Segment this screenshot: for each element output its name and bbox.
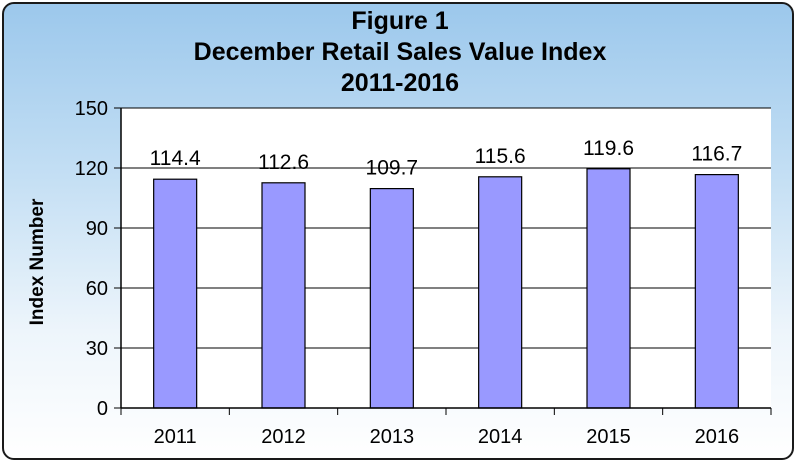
x-tick-label-2014: 2014 [478,426,523,448]
bar-2015 [586,168,631,409]
y-tick-label: 120 [75,158,108,180]
data-label-2015: 119.6 [583,137,634,160]
y-tick-label: 90 [86,218,108,240]
x-tick-label-2012: 2012 [261,426,306,448]
bar-2014 [478,176,523,409]
y-tick-label: 0 [97,398,108,420]
data-label-2016: 116.7 [691,143,742,166]
bars [153,168,739,409]
chart-subtitle: December Retail Sales Value Index [193,38,607,66]
y-tick-label: 150 [75,98,108,120]
y-tick-label: 30 [86,338,108,360]
axes [114,107,772,415]
data-label-2014: 115.6 [475,145,526,168]
chart-subtitle-years: 2011-2016 [340,69,460,97]
bar-2016 [694,174,739,409]
plot-area [121,108,771,408]
data-label-2011: 114.4 [150,147,201,170]
chart-title: Figure 1 [351,7,449,35]
x-tick-label-2013: 2013 [370,426,415,448]
x-tick-label-2011: 2011 [154,426,197,448]
y-tick-label: 60 [86,278,108,300]
data-label-2013: 109.7 [366,157,419,180]
chart-titles: Figure 1 December Retail Sales Value Ind… [0,6,800,99]
bar-2013 [369,188,414,409]
x-tick-label-2016: 2016 [695,426,740,448]
bar-2012 [261,182,306,409]
data-labels: 114.4 112.6 109.7 115.6 119.6 116.7 [150,137,743,180]
bar-2011 [153,178,198,409]
tick-labels: 0 30 60 90 120 150 2011 2012 2013 2014 2015 2016 [75,98,739,448]
x-tick-label-2015: 2015 [586,426,631,448]
gridlines [121,107,771,349]
data-label-2012: 112.6 [258,151,309,174]
